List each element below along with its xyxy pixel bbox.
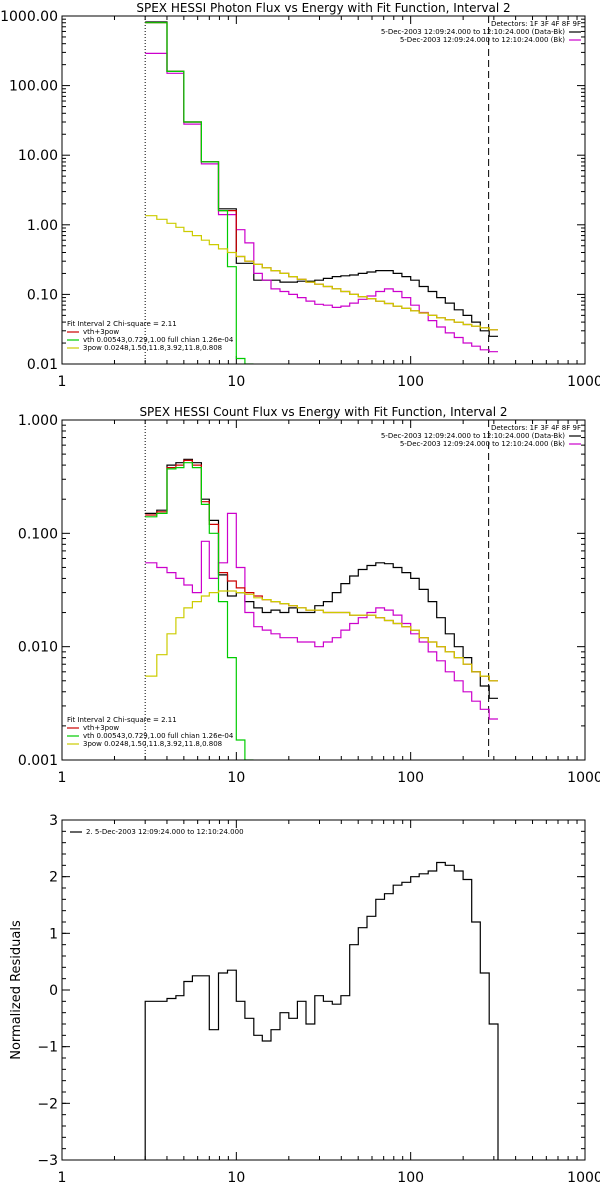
legend-top-left: 2. 5-Dec-2003 12:09:24.000 to 12:10:24.0… (70, 828, 244, 836)
legend-entry-label: 5-Dec-2003 12:09:24.000 to 12:10:24.000 … (381, 432, 565, 440)
legend-entry-label: vth+3pow (83, 328, 119, 336)
x-tick-label: 10 (227, 374, 245, 390)
x-tick-label: 1000 (567, 770, 600, 786)
plot-frame (61, 819, 586, 1161)
legend-top-right: Detectors: 1F 3F 4F 8F 9F5-Dec-2003 12:0… (381, 20, 581, 44)
y-tick-label: 100.00 (9, 79, 58, 95)
legend-entry-label: 3pow 0.0248,1.50,11.8,3.92,11.8,0.808 (83, 740, 222, 748)
x-tick-label: 10 (227, 770, 245, 786)
x-tick-label: 100 (397, 374, 424, 390)
y-tick-label: 1 (49, 926, 58, 942)
x-tick-label: 1 (58, 770, 67, 786)
legend-header: Detectors: 1F 3F 4F 8F 9F (491, 424, 581, 432)
x-tick-label: 1000 (567, 374, 600, 390)
legend-header: Fit Interval 2 Chi-square = 2.11 (67, 716, 177, 724)
plot-title: SPEX HESSI Photon Flux vs Energy with Fi… (136, 1, 510, 15)
data-area (144, 420, 498, 760)
series-line-5 (145, 215, 498, 331)
plot-1: SPEX HESSI Photon Flux vs Energy with Fi… (0, 1, 600, 390)
legend-header: Detectors: 1F 3F 4F 8F 9F (491, 20, 581, 28)
legend-entry-label: 2. 5-Dec-2003 12:09:24.000 to 12:10:24.0… (86, 828, 244, 836)
legend-entry-label: 5-Dec-2003 12:09:24.000 to 12:10:24.000 … (400, 36, 565, 44)
y-tick-label: 2 (49, 870, 58, 886)
legend-entry-label: 3pow 0.0248,1.50,11.8,3.92,11.8,0.808 (83, 344, 222, 352)
legend-entry-label: vth 0.00543,0.729,1.00 full chian 1.26e-… (83, 732, 234, 740)
legend-bottom-left: Fit Interval 2 Chi-square = 2.11vth+3pow… (67, 320, 234, 352)
y-tick-label: 0 (49, 983, 58, 999)
x-tick-label: 100 (397, 770, 424, 786)
y-tick-label: 10.00 (18, 148, 58, 164)
y-axis-label: Normalized Residuals (9, 920, 24, 1060)
series-line-1 (145, 21, 498, 337)
series-line-1 (144, 861, 499, 1160)
legend-entry-label: vth 0.00543,0.729,1.00 full chian 1.26e-… (83, 336, 234, 344)
x-tick-label: 1 (58, 374, 67, 390)
series-line-2 (145, 512, 498, 720)
x-tick-label: 100 (397, 1170, 424, 1186)
legend-entry-label: vth+3pow (83, 724, 119, 732)
x-tick-label: 1000 (567, 1170, 600, 1186)
legend-top-right: Detectors: 1F 3F 4F 8F 9F5-Dec-2003 12:0… (381, 424, 581, 448)
y-tick-label: 0.10 (27, 287, 58, 303)
series-line-1 (145, 458, 498, 699)
series-line-2 (145, 52, 498, 353)
y-tick-label: 1.000 (18, 413, 58, 429)
y-tick-label: 0.010 (18, 640, 58, 656)
y-tick-label: 1000.00 (0, 9, 58, 25)
y-tick-label: 0.01 (27, 357, 58, 373)
plot-3: 1 10 100 1000 −3 −2 −1 0 1 2 3 Normalized Residuals… (9, 813, 600, 1186)
legend-bottom-left: Fit Interval 2 Chi-square = 2.11vth+3pow… (67, 716, 234, 748)
y-tick-label: −3 (37, 1153, 58, 1169)
data-area (144, 16, 498, 364)
y-tick-label: 3 (49, 813, 58, 829)
legend-header: Fit Interval 2 Chi-square = 2.11 (67, 320, 177, 328)
y-tick-label: −2 (37, 1096, 58, 1112)
y-tick-label: 0.001 (18, 753, 58, 769)
plot-frame (61, 419, 586, 761)
legend-entry-label: 5-Dec-2003 12:09:24.000 to 12:10:24.000 … (400, 440, 565, 448)
y-tick-label: 1.00 (27, 218, 58, 234)
series-line-4 (145, 22, 254, 364)
y-tick-label: −1 (37, 1040, 58, 1056)
legend-entry-label: 5-Dec-2003 12:09:24.000 to 12:10:24.000 … (381, 28, 565, 36)
x-tick-label: 1 (58, 1170, 67, 1186)
plot-2: SPEX HESSI Count Flux vs Energy with Fit… (18, 405, 600, 786)
plot-frame (61, 15, 586, 365)
data-area (144, 861, 499, 1160)
series-line-4 (145, 462, 254, 760)
y-tick-label: 0.100 (18, 526, 58, 542)
x-tick-label: 10 (227, 1170, 245, 1186)
plot-title: SPEX HESSI Count Flux vs Energy with Fit… (139, 405, 507, 419)
series-line-5 (145, 590, 498, 682)
